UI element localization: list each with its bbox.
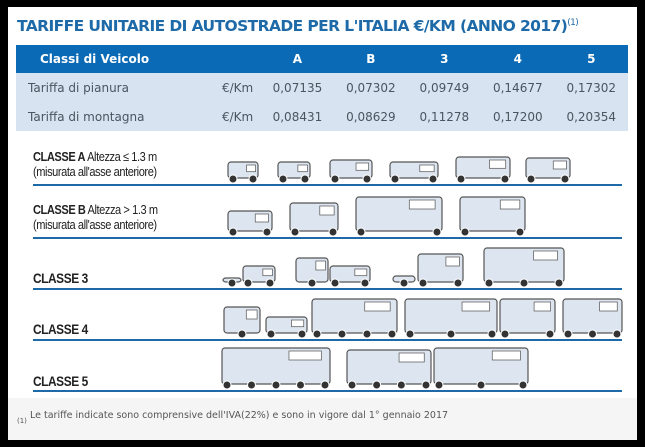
class-name: CLASSE 4 — [33, 321, 88, 337]
truck-icon — [459, 196, 526, 237]
footnote-marker: (1) — [17, 417, 27, 425]
truck-icon — [562, 298, 623, 339]
class-5-label: CLASSE 5 — [33, 374, 88, 389]
cell: 0,17200 — [492, 109, 543, 124]
header-4: 4 — [513, 52, 522, 66]
class-note: (misurata all'asse anteriore) — [33, 164, 157, 179]
class-name: CLASSE B — [33, 202, 86, 217]
cell: 0,17302 — [566, 80, 617, 95]
motorcycle-icon — [277, 161, 311, 184]
header-a: A — [292, 52, 303, 66]
car-icon — [389, 161, 439, 184]
truck-icon — [433, 347, 529, 390]
header-3: 3 — [440, 52, 449, 66]
row-unit: €/Km — [221, 109, 254, 124]
car-icon — [242, 265, 276, 288]
cell: 0,07302 — [346, 80, 396, 95]
class-4-label: CLASSE 4 — [33, 322, 88, 337]
van-icon — [455, 156, 511, 184]
car-icon — [265, 316, 308, 339]
title-footnote-marker: (1) — [567, 17, 579, 28]
car-icon — [329, 159, 373, 184]
class-name: CLASSE 5 — [33, 373, 88, 389]
header-class: Classi di Veicolo — [40, 52, 150, 66]
footnote-text: Le tariffe indicate sono comprensive del… — [30, 410, 449, 421]
caravan-icon — [223, 306, 261, 339]
title-text: TARIFFE UNITARIE DI AUTOSTRADE PER L'ITA… — [17, 17, 568, 35]
header-5: 5 — [587, 52, 596, 66]
cell: 0,08629 — [346, 109, 396, 124]
cell: 0,07135 — [272, 80, 323, 95]
class-name: CLASSE A — [33, 149, 86, 164]
suv-icon — [227, 210, 273, 237]
trailer-icon — [392, 275, 416, 288]
class-3-label: CLASSE 3 — [33, 271, 88, 286]
class-name: CLASSE 3 — [33, 270, 88, 286]
cell: 0,11278 — [419, 109, 470, 124]
truck-icon — [346, 349, 432, 390]
footnote: (1) Le tariffe indicate sono comprensive … — [8, 398, 637, 440]
bus-icon — [483, 247, 565, 288]
class-b-label: CLASSE B Altezza > 1.3 m (misurata all'as… — [33, 202, 158, 232]
camper-icon — [289, 202, 339, 237]
table-row: Tariffa di montagna €/Km 0,08431 0,08629… — [16, 102, 628, 131]
suv-icon — [525, 157, 571, 184]
camper-icon — [417, 253, 464, 288]
table-header-row: Classi di Veicolo A B 3 4 5 — [16, 45, 628, 73]
page-title: TARIFFE UNITARIE DI AUTOSTRADE PER L'ITA… — [17, 17, 579, 35]
truck-icon — [499, 298, 556, 339]
class-desc: Altezza ≤ 1.3 m — [87, 149, 157, 164]
row-label: Tariffa di pianura — [28, 80, 129, 95]
cell: 0,08431 — [272, 109, 323, 124]
car-icon — [329, 265, 371, 288]
truck-icon — [404, 298, 498, 339]
cell: 0,14677 — [492, 80, 543, 95]
row-unit: €/Km — [221, 80, 254, 95]
trailer-icon — [222, 277, 242, 288]
class-desc: Altezza > 1.3 m — [87, 202, 159, 217]
truck-icon — [221, 347, 331, 390]
row-label: Tariffa di montagna — [28, 109, 145, 124]
cell: 0,20354 — [566, 109, 617, 124]
class-note: (misurata all'asse anteriore) — [33, 217, 157, 232]
header-b: B — [366, 52, 376, 66]
table-row: Tariffa di pianura €/Km 0,07135 0,07302 … — [16, 73, 628, 102]
bus-icon — [355, 196, 443, 237]
class-a-label: CLASSE A Altezza ≤ 1.3 m (misurata all'as… — [33, 149, 157, 179]
cell: 0,09749 — [419, 80, 470, 95]
truck-icon — [311, 298, 398, 339]
caravan-icon — [295, 257, 329, 288]
scooter-icon — [227, 161, 259, 184]
tariff-table: Classi di Veicolo A B 3 4 5 Tariffa di p… — [16, 45, 628, 131]
